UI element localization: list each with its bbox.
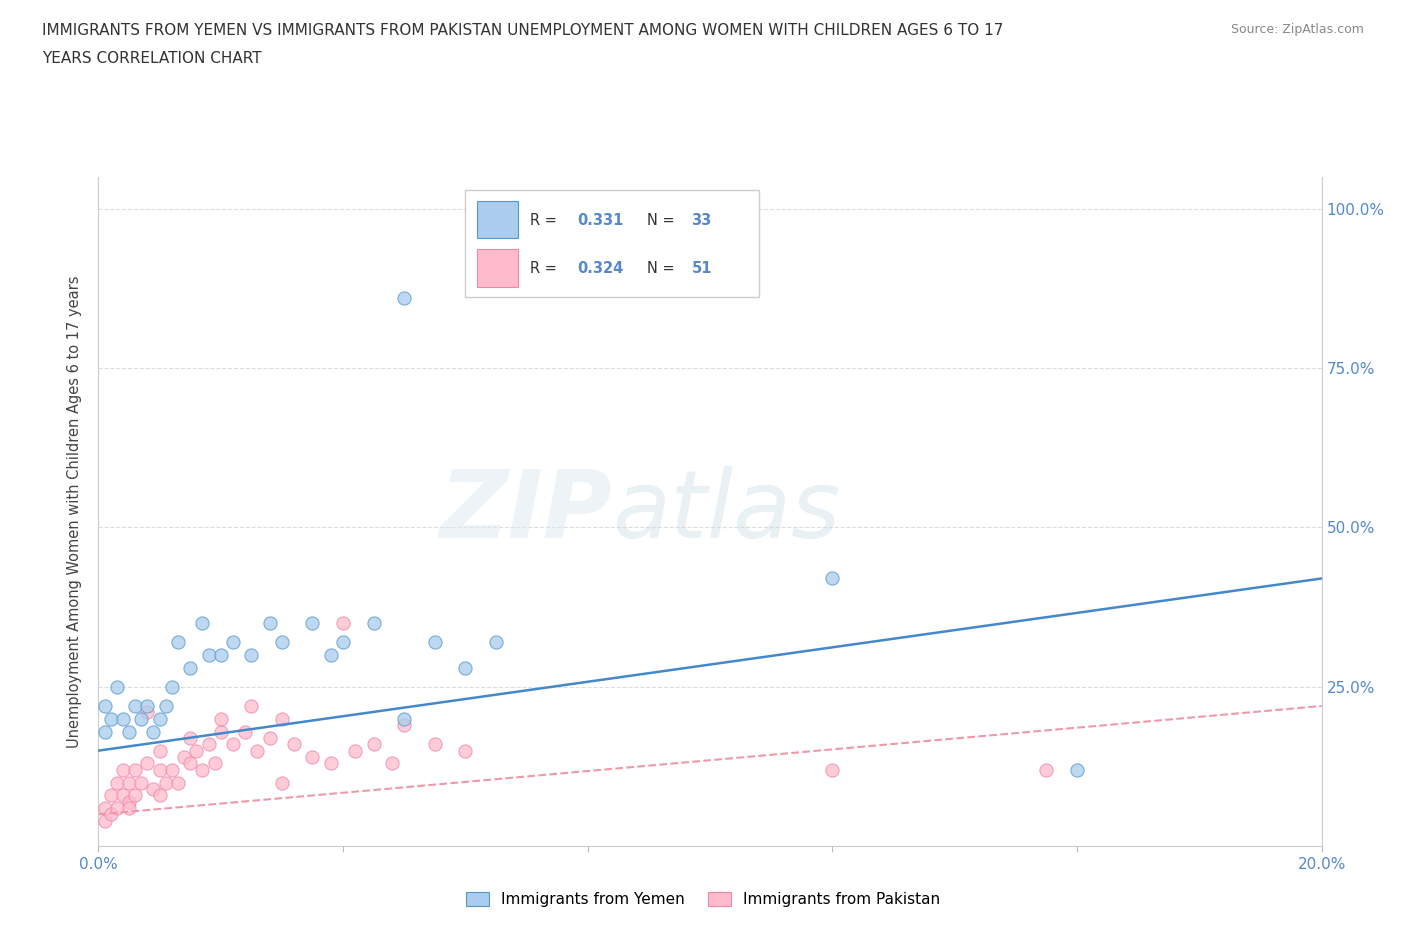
Point (301, 750, 323, 764)
Text: IMMIGRANTS FROM YEMEN VS IMMIGRANTS FROM PAKISTAN UNEMPLOYMENT AMONG WOMEN WITH : IMMIGRANTS FROM YEMEN VS IMMIGRANTS FROM… (42, 23, 1004, 38)
Point (485, 635, 508, 650)
Point (222, 737, 245, 751)
Point (423, 737, 446, 751)
Point (124, 763, 146, 777)
Point (821, 763, 844, 777)
Point (197, 737, 219, 751)
Point (111, 711, 134, 726)
Point (392, 290, 416, 305)
Point (319, 756, 342, 771)
Point (124, 698, 146, 713)
Point (149, 743, 172, 758)
Point (129, 775, 152, 790)
Point (191, 616, 214, 631)
Point (100, 788, 122, 803)
Legend: Immigrants from Yemen, Immigrants from Pakistan: Immigrants from Yemen, Immigrants from P… (460, 885, 946, 913)
Point (283, 737, 305, 751)
Point (149, 711, 172, 726)
Point (142, 724, 165, 739)
Y-axis label: Unemployment Among Women with Children Ages 6 to 17 years: Unemployment Among Women with Children A… (67, 275, 83, 748)
Point (454, 660, 477, 675)
Point (155, 775, 177, 790)
Point (1066, 763, 1088, 777)
Point (197, 647, 219, 662)
Point (179, 730, 201, 745)
Point (191, 763, 214, 777)
Point (179, 756, 201, 771)
Point (105, 680, 128, 695)
Point (118, 794, 141, 809)
Point (270, 635, 292, 650)
Point (160, 763, 183, 777)
Point (129, 711, 152, 726)
Point (149, 763, 172, 777)
Point (454, 743, 477, 758)
Point (105, 775, 128, 790)
Point (209, 647, 232, 662)
Point (160, 680, 183, 695)
Point (821, 571, 844, 586)
Point (179, 660, 201, 675)
Point (344, 743, 367, 758)
Point (136, 756, 159, 771)
Point (204, 756, 226, 771)
Point (392, 718, 416, 733)
Point (209, 724, 232, 739)
Point (118, 724, 141, 739)
Point (319, 647, 342, 662)
Point (301, 616, 323, 631)
Point (222, 635, 245, 650)
Point (270, 711, 292, 726)
Point (149, 788, 172, 803)
Point (363, 616, 385, 631)
Point (142, 781, 165, 796)
Point (259, 616, 281, 631)
Point (209, 711, 232, 726)
Point (363, 737, 385, 751)
Point (259, 730, 281, 745)
Point (118, 775, 141, 790)
Point (233, 724, 256, 739)
Point (332, 616, 354, 631)
Point (124, 788, 146, 803)
Point (93, 801, 115, 816)
Point (173, 750, 195, 764)
Point (186, 743, 208, 758)
Point (381, 756, 404, 771)
Point (1035, 763, 1057, 777)
Point (100, 807, 122, 822)
Point (240, 698, 263, 713)
Point (111, 763, 134, 777)
Text: YEARS CORRELATION CHART: YEARS CORRELATION CHART (42, 51, 262, 66)
Point (93, 698, 115, 713)
Point (240, 647, 263, 662)
Point (93, 724, 115, 739)
Point (167, 635, 190, 650)
Point (423, 635, 446, 650)
Point (100, 711, 122, 726)
Point (111, 788, 134, 803)
Point (136, 705, 159, 720)
Point (246, 743, 269, 758)
Point (332, 635, 354, 650)
Point (136, 698, 159, 713)
Text: atlas: atlas (612, 466, 841, 557)
Point (118, 801, 141, 816)
Point (392, 711, 416, 726)
Point (105, 801, 128, 816)
Point (155, 698, 177, 713)
Text: ZIP: ZIP (439, 466, 612, 557)
Point (167, 775, 190, 790)
Text: Source: ZipAtlas.com: Source: ZipAtlas.com (1230, 23, 1364, 36)
Point (93, 814, 115, 829)
Point (270, 775, 292, 790)
